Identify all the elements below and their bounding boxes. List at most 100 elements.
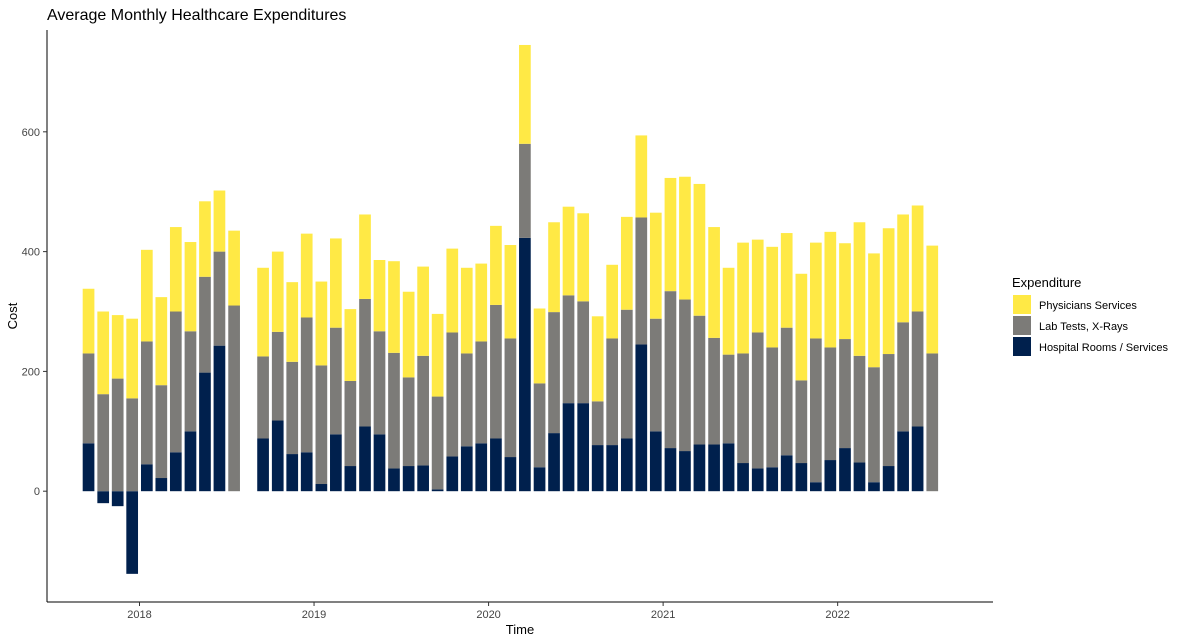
bar-lab xyxy=(286,361,299,455)
legend: Expenditure Physicians Services Lab Tests… xyxy=(1012,275,1168,356)
bar-hospital xyxy=(620,438,633,492)
bar-physicians xyxy=(373,260,386,332)
bar-hospital xyxy=(213,345,226,492)
bar-physicians xyxy=(475,263,488,342)
bar-lab xyxy=(926,353,939,492)
bar-hospital xyxy=(679,451,691,492)
bar-hospital xyxy=(766,467,779,492)
bar-physicians xyxy=(169,227,182,312)
bar-lab xyxy=(475,341,488,444)
bar-hospital xyxy=(839,448,851,492)
bar-physicians xyxy=(533,308,546,384)
bar-physicians xyxy=(809,242,822,339)
bar-hospital xyxy=(708,444,720,492)
bar-hospital xyxy=(606,445,619,492)
bar-physicians xyxy=(82,288,95,354)
bar-hospital xyxy=(315,484,328,492)
bar-physicians xyxy=(490,225,502,305)
bar-hospital xyxy=(169,452,182,492)
bar-physicians xyxy=(649,212,662,319)
bar-lab xyxy=(766,347,779,468)
bar-lab xyxy=(679,299,691,452)
chart-title: Average Monthly Healthcare Expenditures xyxy=(47,7,346,24)
bar-lab xyxy=(359,298,371,427)
bar-hospital xyxy=(795,463,808,492)
x-tick-label: 2021 xyxy=(651,609,675,621)
bar-lab xyxy=(373,331,386,435)
bar-physicians xyxy=(257,267,269,357)
bar-hospital xyxy=(388,468,400,492)
bar-hospital xyxy=(722,443,735,492)
bar-physicians xyxy=(140,249,153,342)
bar-lab xyxy=(431,396,444,490)
bar-physicians xyxy=(722,267,735,355)
bar-physicians xyxy=(330,238,342,328)
x-tick-label: 2018 xyxy=(127,609,151,621)
bar-physicians xyxy=(271,251,284,332)
bar-hospital xyxy=(300,452,313,492)
bar-physicians xyxy=(795,273,808,381)
bar-hospital xyxy=(199,372,211,492)
bar-lab xyxy=(504,338,517,458)
bar-lab xyxy=(228,305,240,492)
bar-physicians xyxy=(344,309,357,381)
legend-swatch xyxy=(1013,337,1031,356)
bar-physicians xyxy=(562,206,575,296)
axes-group xyxy=(46,30,993,603)
bar-physicians xyxy=(111,315,124,379)
bar-physicians xyxy=(460,267,473,354)
bar-physicians xyxy=(635,135,648,218)
bar-lab xyxy=(330,327,342,435)
bar-hospital xyxy=(737,463,749,492)
bar-lab xyxy=(460,353,473,447)
bar-lab xyxy=(271,331,284,421)
bar-lab xyxy=(751,332,764,469)
bar-lab xyxy=(868,367,880,483)
bar-hospital xyxy=(519,237,531,492)
bar-lab xyxy=(693,315,706,445)
bar-physicians xyxy=(737,242,749,354)
bar-lab xyxy=(126,398,139,492)
bar-lab xyxy=(737,353,749,464)
bar-lab xyxy=(169,311,182,453)
bar-lab xyxy=(635,217,648,345)
bar-hospital xyxy=(126,491,139,574)
bar-physicians xyxy=(417,266,429,356)
bar-hospital xyxy=(853,462,866,492)
bar-hospital xyxy=(809,482,822,492)
bar-lab xyxy=(911,311,924,427)
bar-physicians xyxy=(504,245,517,339)
bar-lab xyxy=(111,378,124,492)
x-tick-label: 2019 xyxy=(302,609,326,621)
legend-swatch xyxy=(1013,316,1031,335)
y-tick-label: 200 xyxy=(22,366,40,378)
bar-physicians xyxy=(300,233,313,318)
bar-lab xyxy=(519,143,531,238)
bar-physicians xyxy=(446,248,459,333)
bar-hospital xyxy=(751,468,764,492)
bar-hospital xyxy=(591,445,604,492)
bar-lab xyxy=(722,354,735,444)
x-ticks: 2018 2019 2020 2021 2022 xyxy=(127,602,850,621)
bar-physicians xyxy=(431,313,444,397)
legend-label: Hospital Rooms / Services xyxy=(1039,342,1168,354)
bar-lab xyxy=(402,377,415,467)
bar-physicians xyxy=(155,297,168,386)
bar-physicians xyxy=(911,205,924,312)
bar-hospital xyxy=(184,431,197,492)
bar-physicians xyxy=(824,231,837,348)
bar-physicians xyxy=(402,291,415,378)
bar-physicians xyxy=(388,261,400,353)
bar-lab xyxy=(795,380,808,464)
bar-hospital xyxy=(533,467,546,492)
bar-physicians xyxy=(97,311,110,395)
bar-lab xyxy=(649,318,662,432)
bar-physicians xyxy=(548,222,560,313)
bar-lab xyxy=(562,295,575,404)
bar-hospital xyxy=(330,434,342,492)
bar-hospital xyxy=(548,433,560,492)
bar-physicians xyxy=(126,318,139,399)
bar-lab xyxy=(155,385,168,479)
bar-physicians xyxy=(868,253,880,368)
bar-lab xyxy=(577,301,590,404)
